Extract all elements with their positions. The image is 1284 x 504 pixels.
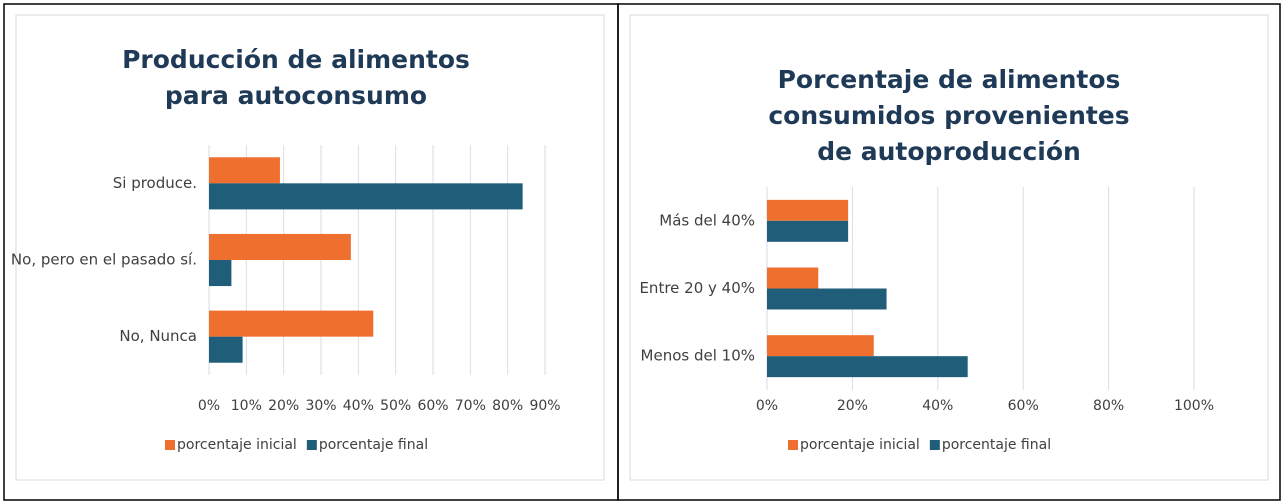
legend-swatch [306,440,317,450]
x-tick-label: 60% [417,398,448,414]
legend-swatch [788,440,798,450]
category-label: Si produce. [113,174,197,192]
x-tick-label: 20% [268,398,299,414]
legend-label: porcentaje final [319,437,428,453]
bar [767,356,968,378]
bar [767,220,849,242]
chart-frame [629,14,1269,481]
bar [209,310,374,337]
chart-title: Producción de alimentos para autoconsumo [122,45,470,110]
legend-swatch [165,440,175,450]
category-label: No, pero en el pasado sí. [11,251,197,269]
cell-border [617,3,1281,501]
x-tick-label: 0% [756,398,778,414]
category-label: Menos del 10% [641,347,755,365]
x-tick-label: 100% [1174,398,1214,414]
bar [767,267,819,289]
x-tick-label: 80% [1093,398,1124,414]
bar [209,336,243,363]
x-tick-label: 60% [1008,398,1039,414]
bar [209,233,351,260]
x-tick-label: 30% [305,398,336,414]
x-tick-label: 20% [837,398,868,414]
x-tick-label: 80% [492,398,523,414]
bar [767,199,849,221]
legend-label: porcentaje final [942,437,1051,453]
bar [209,183,523,210]
x-tick-label: 10% [231,398,262,414]
x-tick-label: 50% [380,398,411,414]
legend-label: porcentaje inicial [177,437,297,453]
chart-frame [15,14,605,481]
legend-label: porcentaje inicial [800,437,920,453]
x-tick-label: 0% [198,398,220,414]
bar [767,288,887,310]
bar [209,157,280,184]
category-label: Más del 40% [659,211,755,229]
x-tick-label: 40% [922,398,953,414]
x-tick-label: 90% [529,398,560,414]
category-label: No, Nunca [119,327,197,345]
chart-title: Porcentaje de alimentos consumidos prove… [768,65,1130,166]
x-tick-label: 70% [455,398,486,414]
bar [209,260,232,287]
bar [767,335,874,357]
category-label: Entre 20 y 40% [639,279,755,297]
x-tick-label: 40% [343,398,374,414]
legend-swatch [929,440,940,450]
